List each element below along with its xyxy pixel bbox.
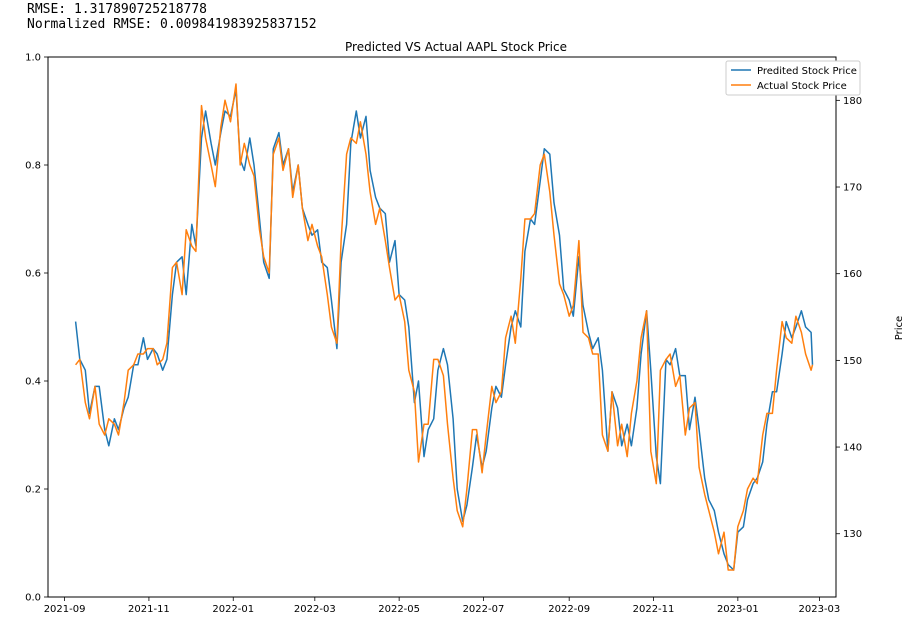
y-tick-label: 1.0 — [25, 53, 41, 64]
y-tick-label: 0.2 — [25, 485, 41, 496]
y2-tick-label: 180 — [843, 96, 862, 107]
y2-tick-label: 170 — [843, 183, 862, 194]
x-tick-label: 2022-11 — [633, 604, 675, 615]
y-tick-label: 0.6 — [25, 269, 41, 280]
legend-label-actual: Actual Stock Price — [757, 81, 847, 92]
normalized-rmse-output-line: Normalized RMSE: 0.009841983925837152 — [27, 17, 317, 32]
legend-box — [725, 60, 861, 96]
y2-tick-label: 150 — [843, 356, 862, 367]
x-tick-label: 2023-01 — [717, 604, 759, 615]
x-tick-label: 2021-11 — [128, 604, 170, 615]
y-tick-label: 0.0 — [25, 593, 41, 604]
chart-title: Predicted VS Actual AAPL Stock Price — [345, 40, 567, 54]
y2-tick-label: 140 — [843, 443, 862, 454]
x-tick-label: 2022-05 — [378, 604, 420, 615]
x-tick-label: 2022-09 — [548, 604, 590, 615]
y-tick-label: 0.8 — [25, 161, 41, 172]
rmse-output-line: RMSE: 1.317890725218778 — [27, 2, 208, 17]
y2-tick-label: 130 — [843, 529, 862, 540]
plot-frame — [47, 56, 837, 598]
y2-tick-label: 160 — [843, 269, 862, 280]
x-tick-label: 2022-01 — [212, 604, 254, 615]
x-tick-label: 2021-09 — [44, 604, 86, 615]
y-tick-label: 0.4 — [25, 377, 41, 388]
legend: Predited Stock Price Actual Stock Price — [725, 60, 861, 96]
x-tick-label: 2022-03 — [294, 604, 336, 615]
x-tick-label: 2023-03 — [799, 604, 841, 615]
plot-area-background — [48, 57, 836, 597]
x-axis-ticks: 2021-09 2021-11 2022-01 2022-03 2022-05 2022-… — [44, 597, 841, 615]
y-axis-left-ticks: 0.0 0.2 0.4 0.6 0.8 1.0 — [25, 53, 48, 604]
series-line-1 — [75, 83, 814, 571]
series-lines — [74, 83, 814, 571]
x-tick-label: 2022-07 — [463, 604, 505, 615]
y2-axis-label: Price — [894, 316, 905, 340]
y-axis-right-ticks: 130 140 150 160 170 180 — [836, 96, 862, 540]
legend-label-predicted: Predited Stock Price — [757, 66, 857, 77]
